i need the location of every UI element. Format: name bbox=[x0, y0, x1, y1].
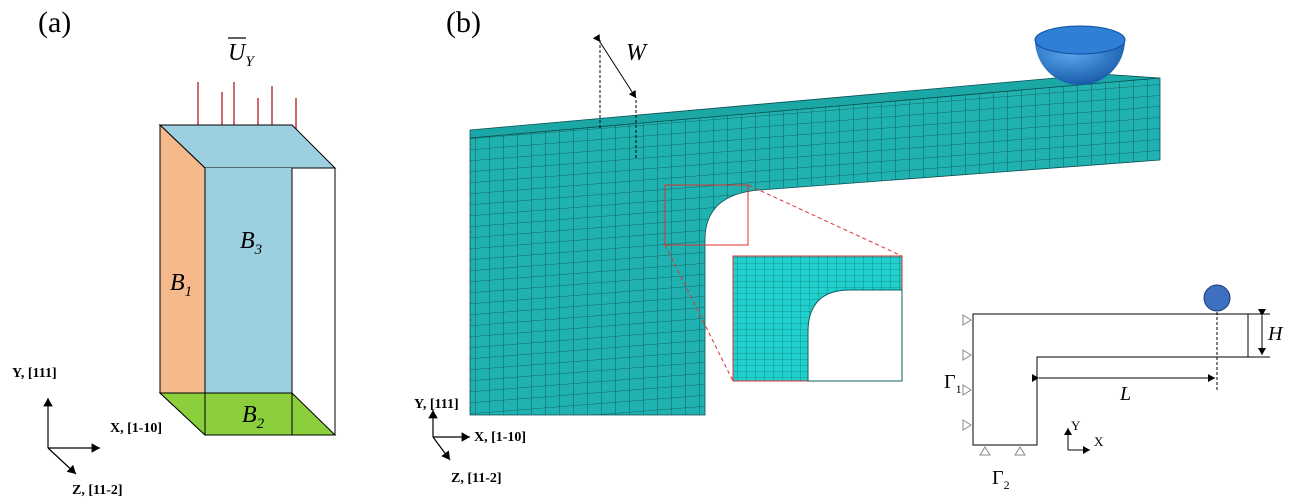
axis-label: Z, [11-2] bbox=[451, 471, 502, 486]
indenter-top bbox=[1035, 26, 1125, 54]
block-subscript: 3 bbox=[254, 242, 263, 258]
load-symbol: U bbox=[228, 40, 247, 66]
axis-label: Y bbox=[1071, 418, 1081, 433]
boundary-label: Γ1 bbox=[944, 371, 962, 396]
schematic bbox=[963, 312, 1270, 455]
crystal-block bbox=[160, 125, 335, 435]
boundary-label: Γ2 bbox=[992, 467, 1010, 492]
block-subscript: 1 bbox=[185, 284, 193, 300]
boundary-subscript: 1 bbox=[956, 382, 962, 396]
width-label: W bbox=[626, 40, 648, 66]
block-symbol: B bbox=[240, 228, 255, 254]
figure: (a) UY B1 B2 B3 Y, [111] X, [1-10] Z, [1… bbox=[0, 0, 1306, 504]
load-label: UY bbox=[228, 40, 255, 70]
axis-label: X, [1-10] bbox=[110, 421, 162, 436]
block-symbol: B bbox=[242, 402, 257, 428]
boundary-symbol: Γ bbox=[944, 371, 956, 393]
axis-triad bbox=[433, 410, 470, 460]
height-label: H bbox=[1267, 323, 1284, 345]
block-symbol: B bbox=[170, 270, 185, 296]
panel-label: (b) bbox=[446, 6, 481, 39]
axis-label: Z, [11-2] bbox=[72, 483, 123, 498]
boundary-subscript: 2 bbox=[1004, 478, 1010, 492]
axis-triad bbox=[48, 398, 100, 474]
indenter-circle bbox=[1204, 285, 1230, 311]
axis-label: X, [1-10] bbox=[474, 430, 526, 445]
panel-label: (a) bbox=[38, 6, 71, 39]
boundary-symbol: Γ bbox=[992, 467, 1004, 489]
block-subscript: 2 bbox=[257, 416, 265, 432]
axis-label: Y, [111] bbox=[12, 366, 57, 381]
length-label: L bbox=[1119, 383, 1131, 405]
load-subscript: Y bbox=[245, 54, 255, 70]
axis-label: Y, [111] bbox=[414, 397, 459, 412]
axis-label: X bbox=[1094, 434, 1104, 449]
